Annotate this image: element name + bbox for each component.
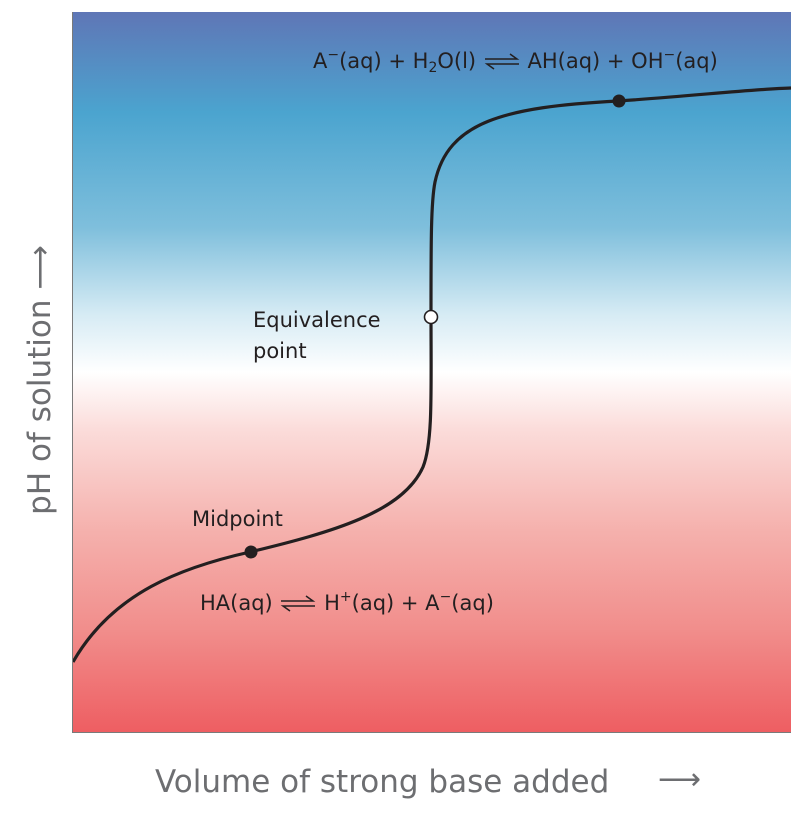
midpoint-label: Midpoint — [192, 507, 283, 531]
eq-text: (aq) — [451, 591, 494, 615]
eq-text: HA(aq) — [200, 591, 273, 615]
eq-text: AH(aq) + OH — [527, 49, 664, 73]
eq-text: H — [324, 591, 340, 615]
eq-text: A — [313, 49, 328, 73]
eq-text: (aq) — [675, 49, 718, 73]
eq-sub: 2 — [428, 60, 438, 76]
eq-text: (aq) + H — [339, 49, 429, 73]
equivalence-label-line2: point — [253, 339, 307, 363]
x-axis-arrow-icon: ⟶ — [658, 762, 702, 797]
y-axis-label: pH of solution ⟶ — [22, 245, 58, 515]
equivalence-label: Equivalence point — [253, 305, 381, 367]
upper-point-marker — [612, 94, 626, 108]
x-axis-label: Volume of strong base added — [155, 764, 610, 800]
eq-sup: + — [339, 589, 352, 605]
titration-curve-svg — [73, 86, 791, 663]
eq-text: O(l) — [437, 49, 477, 73]
equilibrium-arrows-icon — [484, 53, 520, 70]
equation-top: A−(aq) + H2O(l) AH(aq) + OH−(aq) — [313, 47, 718, 76]
equivalence-point-marker — [423, 309, 439, 325]
eq-text: (aq) + A — [351, 591, 440, 615]
x-axis-line — [72, 732, 791, 733]
equation-bottom: HA(aq) H+(aq) + A−(aq) — [200, 589, 494, 615]
titration-curve — [73, 86, 791, 663]
eq-sup: − — [439, 589, 452, 605]
y-axis-line — [72, 12, 73, 733]
equilibrium-arrows-icon — [281, 595, 316, 612]
plot-area — [73, 12, 791, 732]
equivalence-label-line1: Equivalence — [253, 308, 381, 332]
eq-sup: − — [327, 47, 340, 63]
midpoint-marker — [244, 545, 258, 559]
eq-sup: − — [663, 47, 676, 63]
